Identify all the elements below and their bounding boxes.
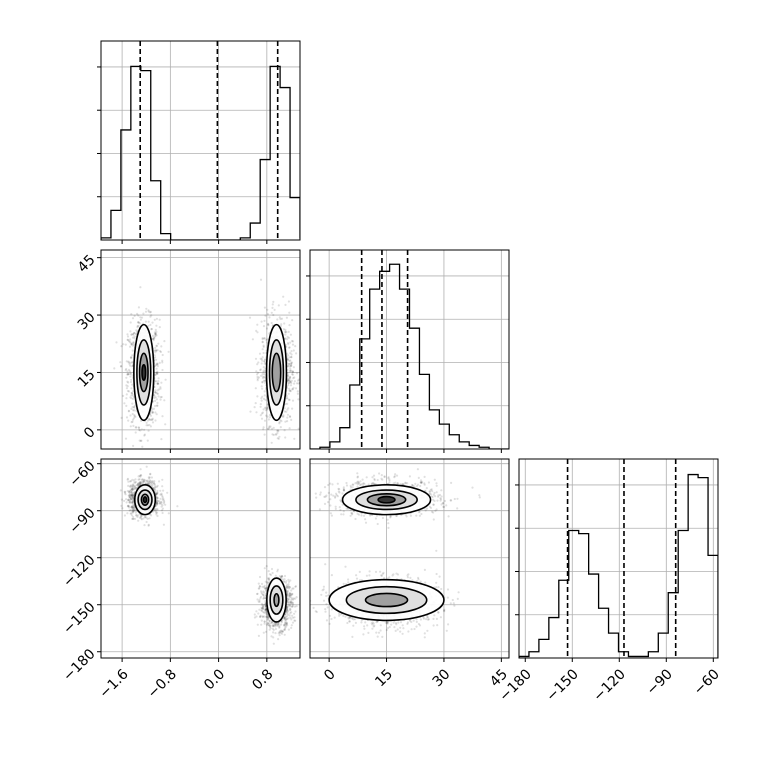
panel-2-2: −180 −150 −120 −90 −60	[496, 458, 723, 705]
contour-0-3	[142, 496, 148, 504]
x-tick-label: −0.8	[145, 666, 180, 701]
y-tick-label: 0	[81, 424, 99, 442]
contour-0-3	[141, 364, 147, 381]
y-tick-label: 30	[75, 309, 99, 333]
panel-1-1	[306, 249, 510, 453]
x-tick-label: 30	[430, 666, 454, 690]
panel-frame	[100, 249, 301, 450]
x-tick-label: 15	[372, 666, 396, 690]
panel-frame	[100, 40, 301, 241]
y-tick-label: −180	[60, 646, 99, 685]
y-tick-label: −60	[66, 458, 98, 490]
x-tick-label: 0.8	[249, 666, 276, 693]
x-tick-label: −90	[644, 666, 676, 698]
x-tick-label: −150	[543, 666, 582, 705]
panel-frame	[518, 458, 719, 659]
x-tick-label: −1.6	[96, 666, 131, 701]
panel-1-0: 0 15 30 45	[75, 249, 301, 453]
panel-0-0	[97, 40, 301, 244]
y-tick-label: 45	[75, 252, 99, 276]
panel-frame	[309, 249, 510, 450]
contour-1-2	[271, 352, 282, 393]
y-tick-label: 15	[75, 367, 99, 391]
histogram-1	[310, 263, 509, 449]
y-tick-label: −150	[60, 599, 99, 638]
y-tick-label: −120	[60, 552, 99, 591]
x-tick-label: 0.0	[201, 666, 228, 693]
contour-1-2	[273, 592, 280, 608]
y-tick-label: −90	[66, 505, 98, 537]
x-tick-label: 0	[321, 666, 339, 684]
panel-2-0: −180 −150 −120 −90 −60 −1.6 −0.8 0.0 0.8	[60, 458, 301, 702]
panel-frame	[100, 458, 301, 659]
panel-2-1: 0 15 30 45	[309, 458, 511, 690]
contour-0-3	[377, 495, 396, 504]
histogram-2	[519, 473, 718, 658]
x-tick-label: −120	[590, 666, 629, 705]
contour-1-2	[364, 592, 409, 608]
panel-frame	[309, 458, 510, 659]
x-tick-label: −60	[691, 666, 723, 698]
histogram-0	[101, 65, 300, 240]
